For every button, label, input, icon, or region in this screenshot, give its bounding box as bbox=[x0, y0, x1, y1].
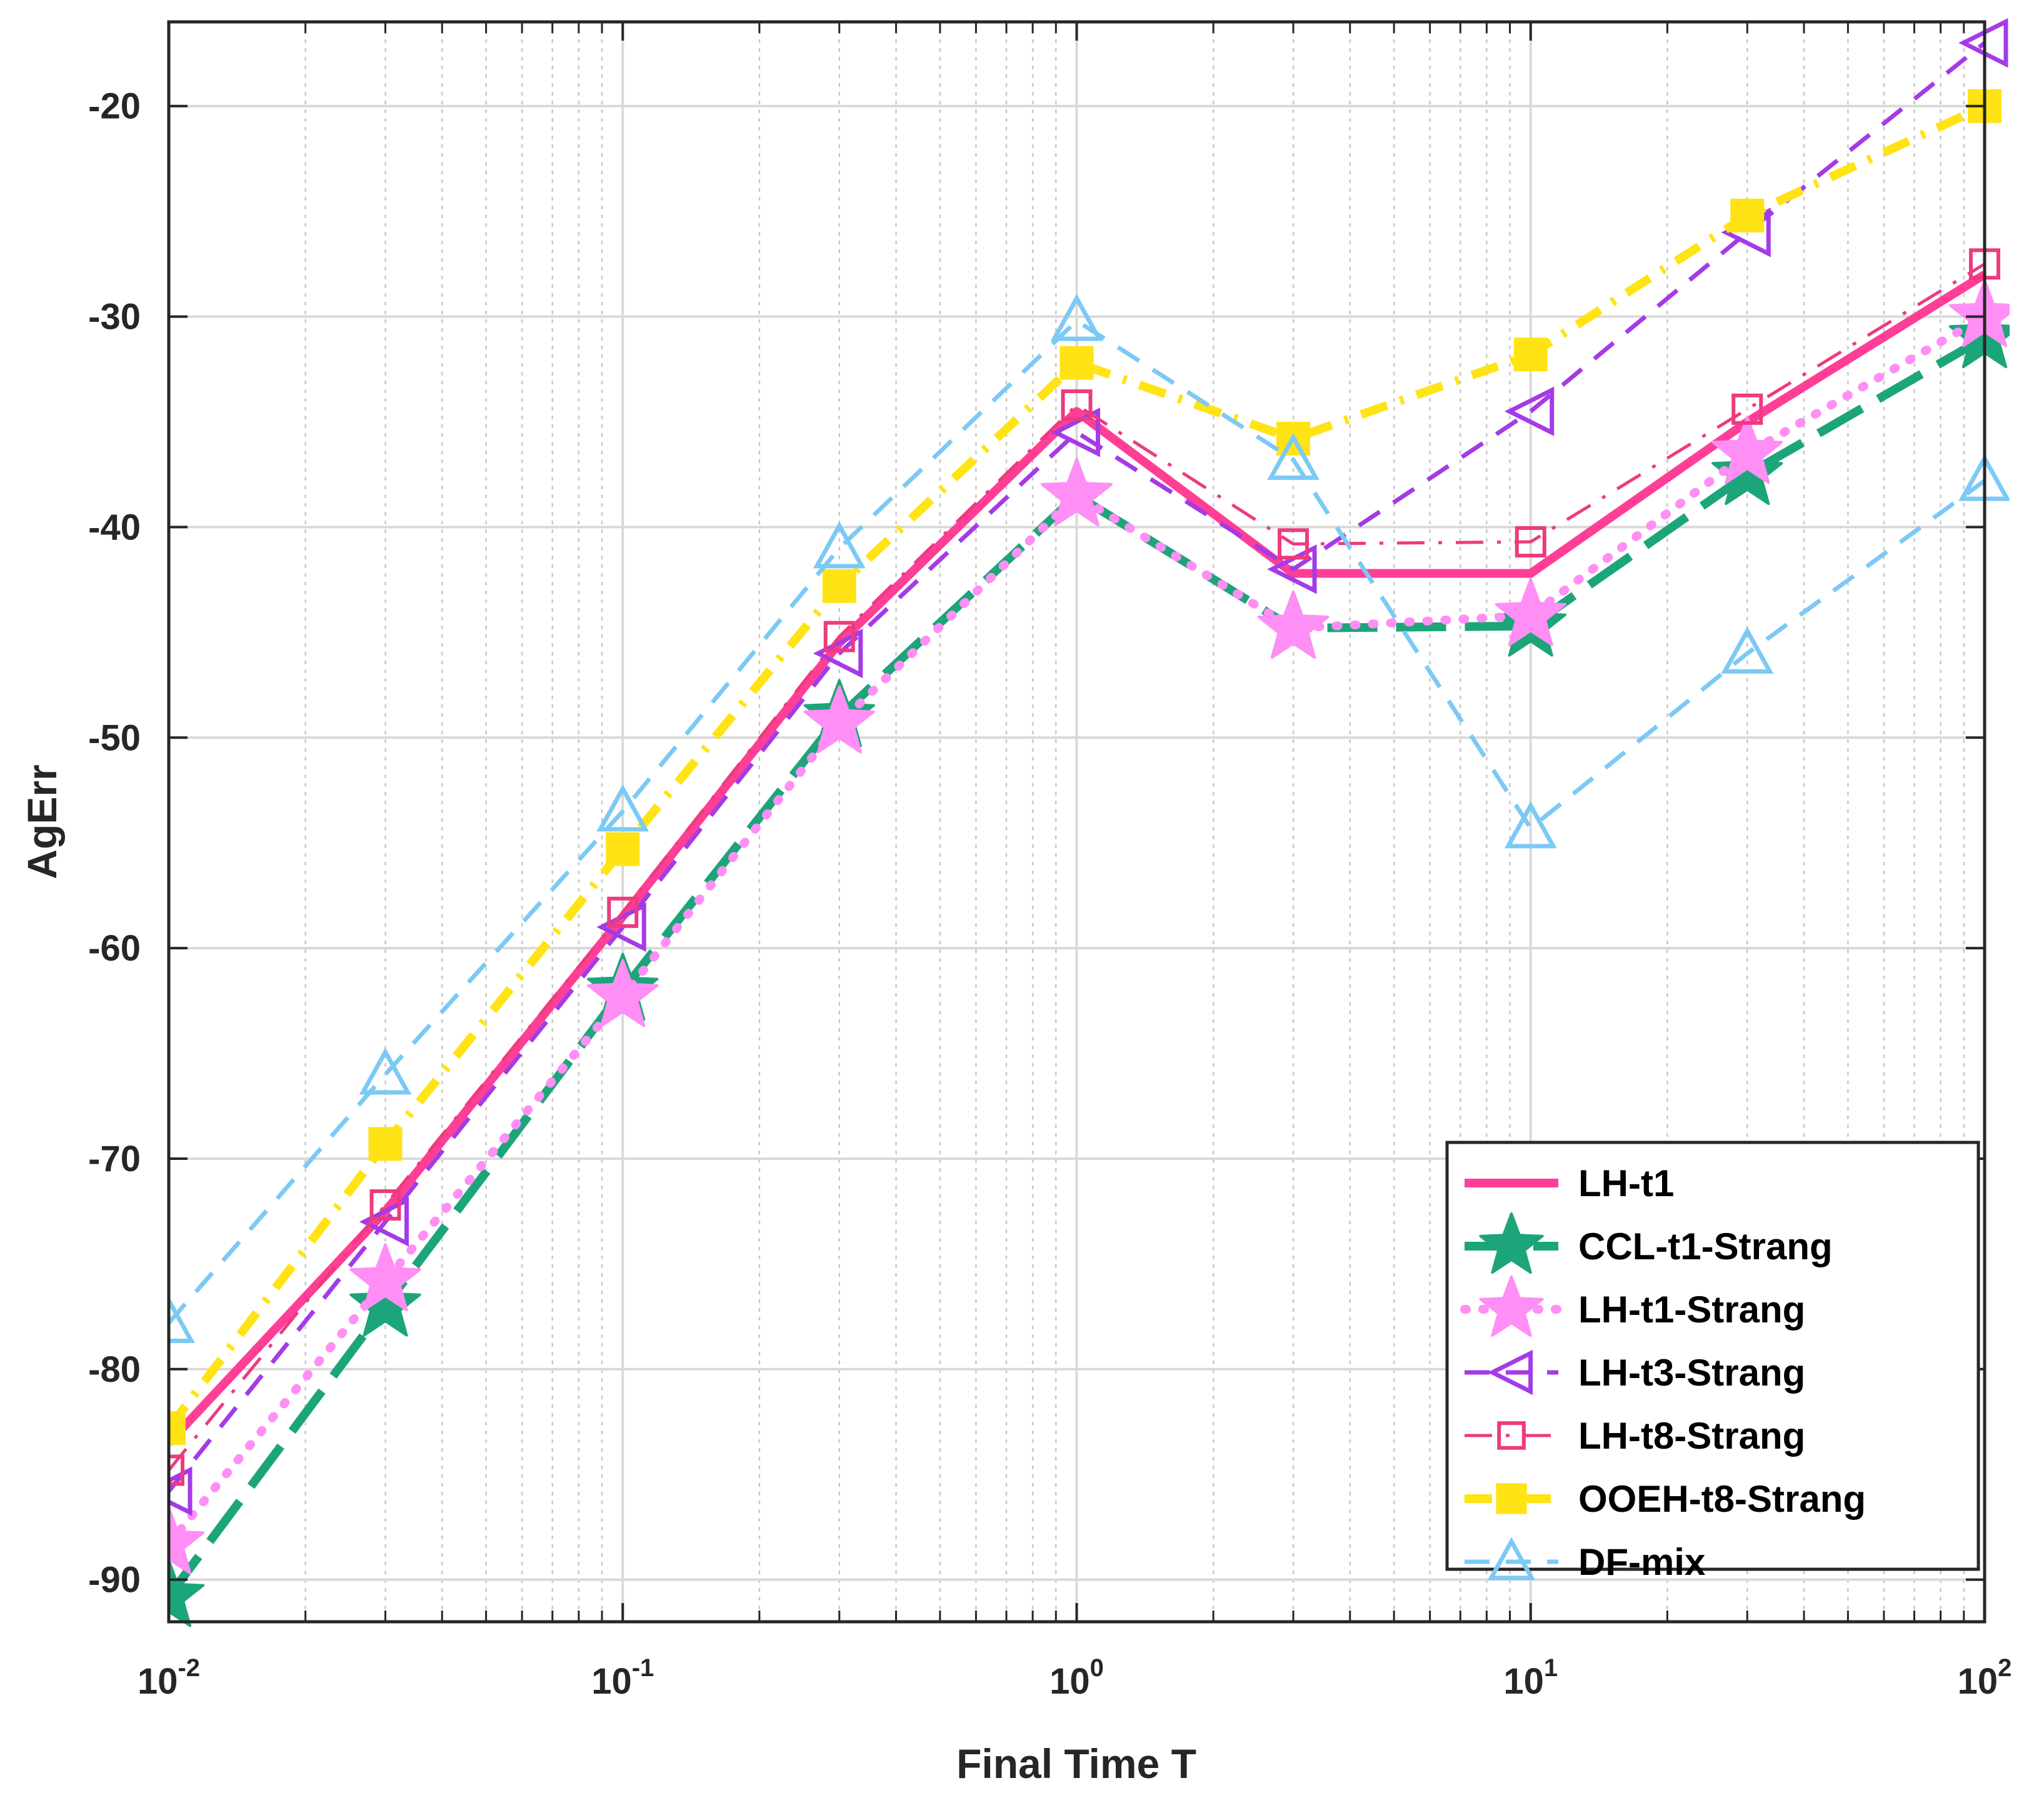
legend-label: CCL-t1-Strang bbox=[1578, 1226, 1833, 1267]
x-tick-labels: 10-2 10-1 100 101 102 bbox=[138, 1654, 2011, 1702]
series-layer bbox=[169, 18, 2010, 1627]
legend-marker bbox=[1487, 1537, 1536, 1581]
data-point bbox=[169, 1296, 195, 1343]
y-tick-label: -30 bbox=[88, 297, 141, 337]
data-point bbox=[1061, 389, 1093, 421]
x-tick-label: 10-2 bbox=[138, 1654, 200, 1702]
data-point bbox=[1504, 386, 1555, 436]
data-point bbox=[1050, 294, 1103, 341]
series-LH-t1-Strang bbox=[169, 279, 2010, 1575]
legend-label: OOEH-t8-Strang bbox=[1578, 1478, 1866, 1520]
axis-ticks bbox=[168, 22, 1986, 1622]
data-point bbox=[359, 1197, 409, 1247]
x-axis-title: Final Time T bbox=[956, 1741, 1196, 1787]
legend-marker bbox=[1479, 1275, 1544, 1337]
data-point bbox=[1711, 437, 1783, 506]
y-tick-label: -70 bbox=[88, 1139, 141, 1179]
data-point bbox=[1276, 421, 1311, 456]
data-point bbox=[1050, 407, 1100, 457]
data-point bbox=[349, 1268, 421, 1337]
data-point bbox=[822, 569, 856, 603]
series-line bbox=[169, 334, 1987, 1599]
series-line bbox=[169, 41, 1986, 1493]
legend-marker bbox=[1497, 1421, 1526, 1450]
legend: LH-t1 CCL-t1-Strang LH-t1-Strang LH-t3-Stra… bbox=[1445, 1141, 1980, 1583]
series-line bbox=[169, 271, 1987, 1446]
legend-entry: CCL-t1-Strang bbox=[1465, 1212, 1833, 1274]
series-LH-t1 bbox=[169, 271, 1987, 1446]
data-point bbox=[803, 685, 875, 754]
data-point bbox=[1730, 198, 1765, 232]
legend-entry: OOEH-t8-Strang bbox=[1465, 1478, 1866, 1520]
legend-entry: LH-t1 bbox=[1465, 1162, 1674, 1204]
series-line bbox=[169, 102, 1986, 1431]
data-point bbox=[359, 1047, 412, 1095]
x-tick-label: 101 bbox=[1503, 1654, 1558, 1702]
data-point bbox=[169, 1506, 205, 1575]
data-point bbox=[813, 521, 866, 569]
x-tick-label: 10-1 bbox=[591, 1654, 654, 1702]
y-tick-labels: -90 -80 -70 -60 -50 -40 -30 -20 bbox=[88, 86, 141, 1601]
series-line bbox=[169, 318, 1986, 1324]
data-point bbox=[813, 628, 863, 679]
data-point bbox=[1515, 526, 1546, 557]
data-point bbox=[369, 1189, 401, 1221]
legend-label: LH-t8-Strang bbox=[1578, 1415, 1805, 1457]
data-point bbox=[596, 902, 646, 952]
legend-marker bbox=[1479, 1212, 1544, 1274]
data-point bbox=[1721, 626, 1774, 674]
data-point bbox=[169, 1411, 186, 1446]
y-tick-label: -90 bbox=[88, 1560, 141, 1601]
series-line bbox=[169, 262, 1986, 1472]
data-point bbox=[1731, 393, 1763, 425]
data-point bbox=[1257, 591, 1330, 659]
data-point bbox=[169, 1454, 184, 1486]
data-point bbox=[1041, 457, 1113, 526]
y-tick-label: -20 bbox=[88, 86, 141, 127]
data-point bbox=[368, 1127, 403, 1161]
data-point bbox=[1711, 416, 1783, 484]
legend-entry: LH-t1-Strang bbox=[1460, 1275, 1805, 1337]
data-point bbox=[169, 1466, 193, 1516]
legend-marker bbox=[1487, 1349, 1533, 1396]
data-point bbox=[1495, 577, 1566, 646]
series-LH-t8-Strang bbox=[169, 248, 2000, 1486]
x-tick-label: 100 bbox=[1050, 1654, 1104, 1702]
y-tick-label: -80 bbox=[88, 1349, 141, 1390]
data-point bbox=[169, 1559, 205, 1627]
series-OOEH-t8-Strang bbox=[169, 89, 2001, 1446]
legend-label: LH-t1 bbox=[1578, 1162, 1674, 1204]
data-point bbox=[823, 621, 855, 652]
legend-entry: LH-t8-Strang bbox=[1465, 1415, 1805, 1457]
data-point bbox=[596, 784, 649, 832]
x-tick-label: 102 bbox=[1958, 1654, 2012, 1702]
y-axis-title: AgErr bbox=[19, 764, 65, 879]
data-point bbox=[1513, 337, 1548, 372]
data-point bbox=[587, 959, 659, 1027]
legend-label: LH-t1-Strang bbox=[1578, 1289, 1805, 1331]
legend-marker bbox=[1496, 1483, 1527, 1514]
y-tick-label: -60 bbox=[88, 928, 141, 969]
legend-entry: LH-t3-Strang bbox=[1465, 1349, 1805, 1396]
y-tick-label: -40 bbox=[88, 507, 141, 547]
data-point bbox=[1504, 801, 1557, 849]
legend-entry: DF-mix bbox=[1465, 1537, 1705, 1583]
data-point bbox=[607, 896, 639, 928]
legend-label: DF-mix bbox=[1578, 1541, 1705, 1583]
data-point bbox=[606, 832, 640, 866]
legend-label: LH-t3-Strang bbox=[1578, 1352, 1805, 1394]
y-tick-label: -50 bbox=[88, 717, 141, 758]
data-point bbox=[1267, 432, 1320, 480]
data-point bbox=[349, 1243, 421, 1312]
data-point bbox=[1278, 528, 1310, 560]
data-point bbox=[1060, 346, 1094, 380]
